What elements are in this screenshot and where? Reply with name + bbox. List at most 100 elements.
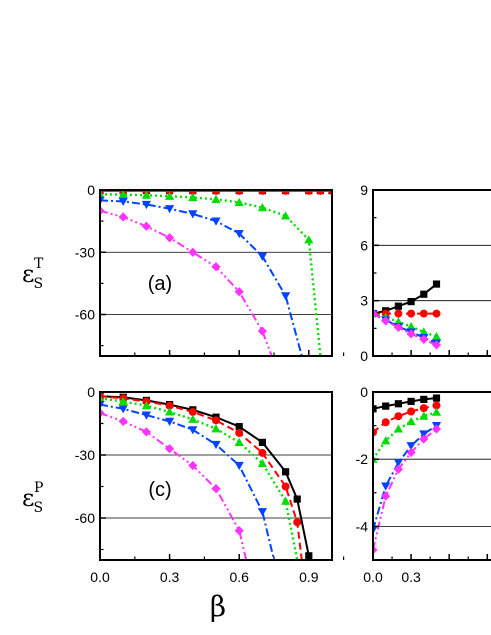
point-c-green-5: [211, 424, 221, 433]
ytick-label-a-0: 0: [87, 182, 95, 198]
point-c-blue-2: [141, 411, 151, 420]
point-d-magenta-3: [406, 447, 416, 458]
series-line-a-magenta: [100, 209, 273, 356]
point-a-green-6: [234, 197, 244, 207]
point-b-magenta-2: [393, 322, 403, 333]
point-d-black-0: [373, 405, 377, 413]
point-c-green-8: [281, 496, 291, 505]
panel-annotation-a: (a): [148, 273, 172, 295]
point-a-blue-6: [234, 229, 244, 239]
point-d-blue-3: [406, 442, 416, 451]
xtick-label-d-1: 0.3: [401, 569, 421, 585]
ytick-label-a-2: -60: [75, 307, 95, 323]
point-a-red-4: [188, 190, 197, 195]
point-d-magenta-5: [431, 424, 442, 434]
point-a-blue-4: [188, 210, 198, 219]
point-c-blue-0: [100, 401, 105, 410]
xtick-label-c-0: 0.0: [90, 569, 110, 585]
point-a-green-1: [118, 190, 128, 199]
ytick-label-d-0: 0: [360, 384, 368, 400]
point-d-black-1: [382, 402, 390, 410]
series-line-c-black: [100, 395, 312, 560]
series-group-d: [373, 394, 442, 555]
point-c-red-9: [293, 518, 302, 527]
y-label-top-sub: S: [33, 276, 43, 292]
point-c-blue-1: [118, 405, 128, 414]
panel-c: 0 -30 -60 0.0 0.3 0.6 0.9 (c): [75, 384, 345, 585]
point-a-red-8: [281, 190, 290, 195]
point-b-green-5: [431, 332, 442, 341]
point-d-blue-1: [381, 482, 391, 491]
point-a-magenta-6: [234, 287, 244, 297]
xtick-label-c-3: 0.9: [299, 569, 319, 585]
y-label-top-sup: T: [34, 256, 44, 272]
panel-b: 0 3 6 9: [360, 182, 491, 364]
ytick-label-d-2: -4: [356, 518, 369, 534]
point-d-red-2: [394, 412, 403, 421]
series-line-c-red: [100, 395, 303, 560]
series-line-c-magenta: [100, 412, 248, 560]
point-d-red-4: [419, 404, 428, 413]
point-d-black-5: [432, 394, 441, 402]
point-d-black-4: [420, 395, 428, 403]
point-a-magenta-7: [257, 326, 267, 336]
y-label-top-eps: ε: [22, 260, 34, 288]
y-label-bottom-eps: ε: [22, 484, 34, 512]
point-c-magenta-2: [141, 427, 151, 437]
point-a-red-7: [258, 190, 267, 195]
point-a-green-0: [100, 190, 105, 198]
frame-b: [372, 189, 491, 357]
series-group-b: [373, 280, 442, 350]
series-line-c-blue: [100, 403, 275, 560]
point-b-magenta-3: [406, 329, 416, 339]
point-c-magenta-5: [211, 484, 221, 494]
point-d-blue-0: [373, 526, 378, 535]
point-a-blue-2: [141, 200, 151, 210]
point-a-magenta-5: [211, 262, 221, 272]
point-c-magenta-6: [234, 526, 244, 536]
point-b-black-2: [394, 302, 402, 310]
point-a-red-6: [235, 190, 244, 195]
series-line-a-blue: [100, 199, 303, 356]
point-c-magenta-3: [165, 444, 175, 454]
y-label-bottom-sub: S: [33, 500, 43, 516]
point-b-black-3: [407, 297, 415, 306]
point-a-magenta-1: [118, 212, 128, 222]
y-label-bottom: εSP: [22, 480, 43, 516]
point-c-blue-6: [234, 461, 244, 471]
point-d-red-1: [381, 418, 390, 427]
point-d-magenta-1: [381, 491, 391, 501]
frame-a: [99, 189, 333, 357]
series-line-d-blue: [373, 424, 438, 531]
point-d-blue-2: [393, 458, 403, 468]
point-d-green-5: [431, 407, 442, 416]
point-a-blue-7: [257, 252, 267, 261]
point-b-red-3: [407, 309, 416, 318]
point-a-green-3: [165, 191, 175, 200]
point-a-blue-3: [165, 205, 175, 214]
ytick-label-b-2: 6: [360, 237, 368, 253]
point-d-red-3: [407, 407, 416, 416]
point-d-magenta-0: [373, 545, 378, 555]
point-b-black-5: [432, 280, 441, 288]
point-d-black-2: [394, 400, 402, 408]
series-line-c-green: [100, 397, 299, 560]
point-c-magenta-0: [100, 408, 105, 418]
point-c-blue-4: [188, 426, 198, 435]
xtick-label-c-2: 0.6: [229, 569, 249, 585]
frame-c: [99, 391, 333, 561]
point-a-green-2: [141, 190, 151, 199]
panel-annotation-c: (c): [148, 479, 171, 501]
point-b-red-5: [432, 309, 441, 318]
point-d-magenta-4: [419, 434, 429, 444]
x-label: β: [210, 590, 226, 623]
point-c-red-3: [165, 401, 174, 410]
point-c-green-1: [118, 396, 128, 406]
point-c-magenta-4: [188, 460, 198, 471]
ytick-label-a-1: -30: [75, 244, 95, 260]
point-b-green-3: [406, 321, 416, 331]
point-a-blue-5: [211, 217, 221, 226]
point-b-magenta-1: [381, 316, 391, 326]
point-d-green-2: [393, 424, 403, 433]
